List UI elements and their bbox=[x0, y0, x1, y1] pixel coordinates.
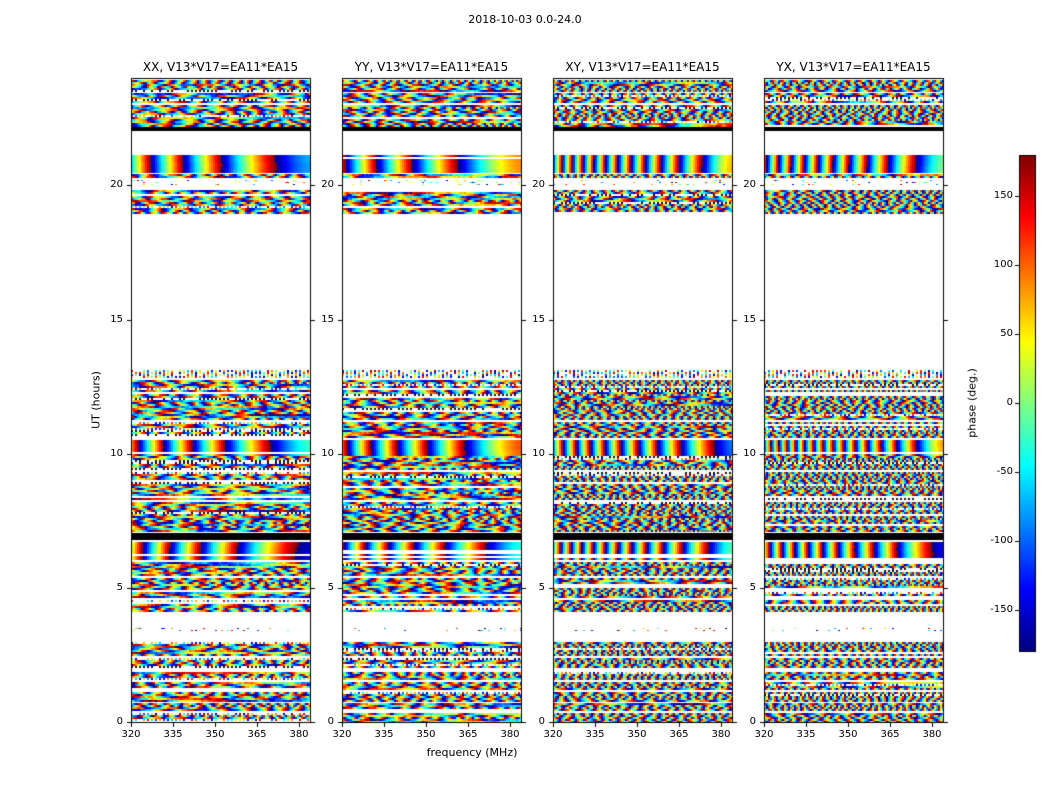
y-tick-label: 5 bbox=[538, 582, 545, 593]
y-tick-label: 15 bbox=[110, 314, 123, 325]
x-tick-label: 365 bbox=[247, 729, 267, 740]
colorbar-tick-label: 50 bbox=[1000, 328, 1013, 339]
x-tick-label: 320 bbox=[754, 729, 774, 740]
colorbar-tick-label: 0 bbox=[1006, 397, 1013, 408]
x-tick-label: 335 bbox=[374, 729, 394, 740]
y-tick-label: 0 bbox=[749, 716, 756, 727]
y-tick-label: 5 bbox=[327, 582, 334, 593]
y-tick-label: 20 bbox=[110, 179, 123, 190]
y-tick-label: 5 bbox=[749, 582, 756, 593]
x-tick-label: 350 bbox=[627, 729, 647, 740]
colorbar-tick-label: -50 bbox=[996, 466, 1013, 477]
y-tick-label: 5 bbox=[116, 582, 123, 593]
x-tick-label: 335 bbox=[163, 729, 183, 740]
x-tick-label: 350 bbox=[416, 729, 436, 740]
x-tick-label: 380 bbox=[289, 729, 309, 740]
y-tick-label: 15 bbox=[743, 314, 756, 325]
y-tick-label: 20 bbox=[532, 179, 545, 190]
y-tick-label: 15 bbox=[532, 314, 545, 325]
x-tick-label: 320 bbox=[543, 729, 563, 740]
y-axis-label: UT (hours) bbox=[89, 371, 103, 429]
y-tick-label: 0 bbox=[327, 716, 334, 727]
y-tick-label: 10 bbox=[743, 448, 756, 459]
panel-title-xx: XX, V13*V17=EA11*EA15 bbox=[142, 60, 299, 74]
x-axis-label: frequency (MHz) bbox=[426, 746, 518, 759]
colorbar-tick-label: 150 bbox=[993, 190, 1013, 201]
panel-title-xy: XY, V13*V17=EA11*EA15 bbox=[565, 60, 720, 74]
y-tick-label: 10 bbox=[532, 448, 545, 459]
y-tick-label: 10 bbox=[321, 448, 334, 459]
figure-title: 2018-10-03 0.0-24.0 bbox=[468, 13, 582, 26]
x-tick-label: 365 bbox=[880, 729, 900, 740]
x-tick-label: 365 bbox=[458, 729, 478, 740]
y-tick-label: 15 bbox=[321, 314, 334, 325]
y-tick-label: 0 bbox=[116, 716, 123, 727]
x-tick-label: 380 bbox=[711, 729, 731, 740]
x-tick-label: 335 bbox=[796, 729, 816, 740]
y-tick-label: 0 bbox=[538, 716, 545, 727]
x-tick-label: 335 bbox=[585, 729, 605, 740]
colorbar-tick-label: -150 bbox=[990, 604, 1013, 615]
x-tick-label: 350 bbox=[205, 729, 225, 740]
y-tick-label: 20 bbox=[743, 179, 756, 190]
x-tick-label: 380 bbox=[922, 729, 942, 740]
y-tick-label: 20 bbox=[321, 179, 334, 190]
panel-title-yx: YX, V13*V17=EA11*EA15 bbox=[776, 60, 931, 74]
colorbar-tick-label: -100 bbox=[990, 535, 1013, 546]
y-tick-label: 10 bbox=[110, 448, 123, 459]
x-tick-label: 380 bbox=[500, 729, 520, 740]
x-tick-label: 320 bbox=[121, 729, 141, 740]
x-tick-label: 350 bbox=[838, 729, 858, 740]
panel-title-yy: YY, V13*V17=EA11*EA15 bbox=[354, 60, 509, 74]
colorbar-tick-label: 100 bbox=[993, 259, 1013, 270]
x-tick-label: 320 bbox=[332, 729, 352, 740]
x-tick-label: 365 bbox=[669, 729, 689, 740]
